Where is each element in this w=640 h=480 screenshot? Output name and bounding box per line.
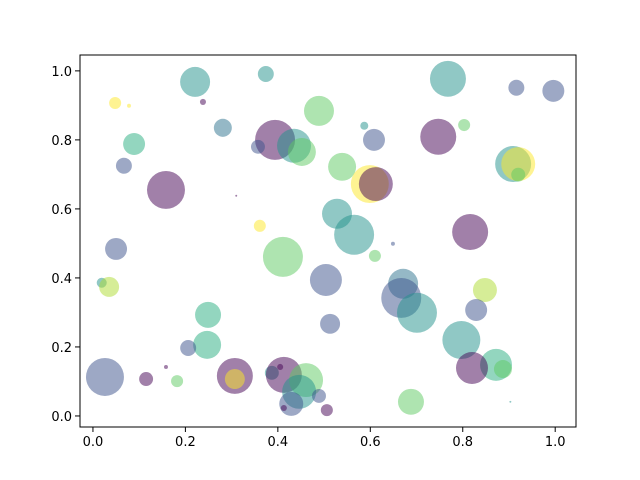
bubble xyxy=(458,119,471,132)
x-tick-label: 0.6 xyxy=(360,435,381,450)
bubble xyxy=(193,330,222,359)
bubble xyxy=(442,321,481,360)
bubble xyxy=(195,301,222,328)
bubble xyxy=(257,66,274,82)
bubble xyxy=(390,241,395,246)
bubble xyxy=(115,157,132,174)
bubble xyxy=(287,137,316,166)
bubble xyxy=(277,363,284,370)
bubble xyxy=(328,152,357,181)
x-tick-label: 0.0 xyxy=(83,435,104,450)
bubble xyxy=(146,170,185,209)
y-tick-label: 0.6 xyxy=(51,203,72,218)
bubble xyxy=(180,339,197,356)
bubble xyxy=(312,388,326,403)
bubble xyxy=(262,236,303,277)
bubble xyxy=(472,278,497,302)
y-tick-label: 0.4 xyxy=(51,272,72,287)
bubble xyxy=(309,264,342,296)
bubble xyxy=(164,364,168,369)
x-tick-label: 1.0 xyxy=(545,435,566,450)
bubble xyxy=(99,276,120,297)
bubble xyxy=(180,66,211,97)
bubble xyxy=(501,147,536,182)
bubble xyxy=(171,375,184,388)
x-tick-label: 0.2 xyxy=(175,435,196,450)
bubble xyxy=(109,96,122,109)
bubble xyxy=(429,60,466,97)
bubble xyxy=(542,79,565,102)
bubble xyxy=(320,313,341,334)
bubble xyxy=(303,95,334,126)
bubble xyxy=(250,139,265,154)
bubble xyxy=(368,249,381,262)
bubble xyxy=(397,292,437,333)
x-tick-label: 0.8 xyxy=(452,435,473,450)
y-tick-label: 0.0 xyxy=(51,410,72,425)
x-tick-label: 0.4 xyxy=(268,435,289,450)
bubble xyxy=(224,369,245,390)
bubble xyxy=(493,360,512,379)
bubble xyxy=(397,388,424,415)
bubble xyxy=(420,118,457,155)
y-tick-label: 0.8 xyxy=(51,134,72,149)
bubble xyxy=(105,237,128,260)
bubble xyxy=(360,121,369,130)
bubble xyxy=(509,400,512,403)
bubble xyxy=(253,219,266,232)
plot-frame xyxy=(79,54,577,428)
bubble xyxy=(280,404,287,412)
bubble xyxy=(508,79,525,96)
bubble xyxy=(85,357,124,396)
bubble xyxy=(456,352,488,384)
bubble xyxy=(127,103,131,108)
bubble xyxy=(279,391,304,416)
bubble xyxy=(452,214,489,251)
y-tick-label: 0.2 xyxy=(51,341,72,356)
bubble xyxy=(320,404,333,417)
bubble xyxy=(213,118,232,137)
bubble xyxy=(334,214,375,255)
bubble xyxy=(139,372,154,387)
bubble xyxy=(199,98,206,105)
y-tick-label: 1.0 xyxy=(51,65,72,80)
bubble xyxy=(358,167,393,202)
bubble xyxy=(123,133,146,156)
bubble xyxy=(465,299,488,321)
bubble xyxy=(235,194,238,197)
bubble xyxy=(511,167,526,182)
bubble xyxy=(363,128,385,151)
